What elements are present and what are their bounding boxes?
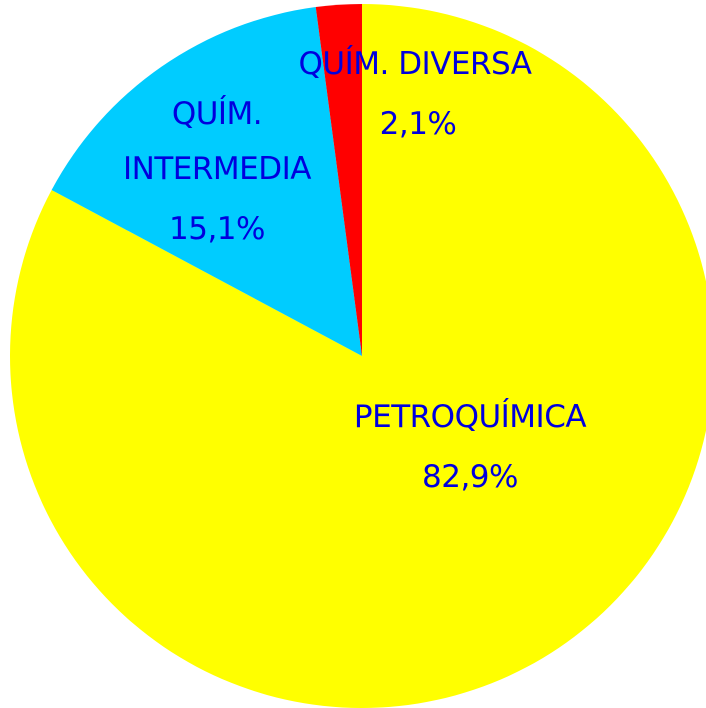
slice-value: 15,1% xyxy=(169,211,265,247)
slice-value: 2,1% xyxy=(379,106,457,142)
slice-label: QUÍM. INTERMEDIA xyxy=(123,96,311,187)
pie-slice xyxy=(51,7,362,356)
slice-value: 82,9% xyxy=(422,459,518,495)
slice-label: PETROQUÍMICA xyxy=(353,399,587,435)
pie-slice xyxy=(10,4,706,708)
slice-label: QUÍM. DIVERSA xyxy=(298,46,533,82)
pie-slice xyxy=(315,4,362,356)
